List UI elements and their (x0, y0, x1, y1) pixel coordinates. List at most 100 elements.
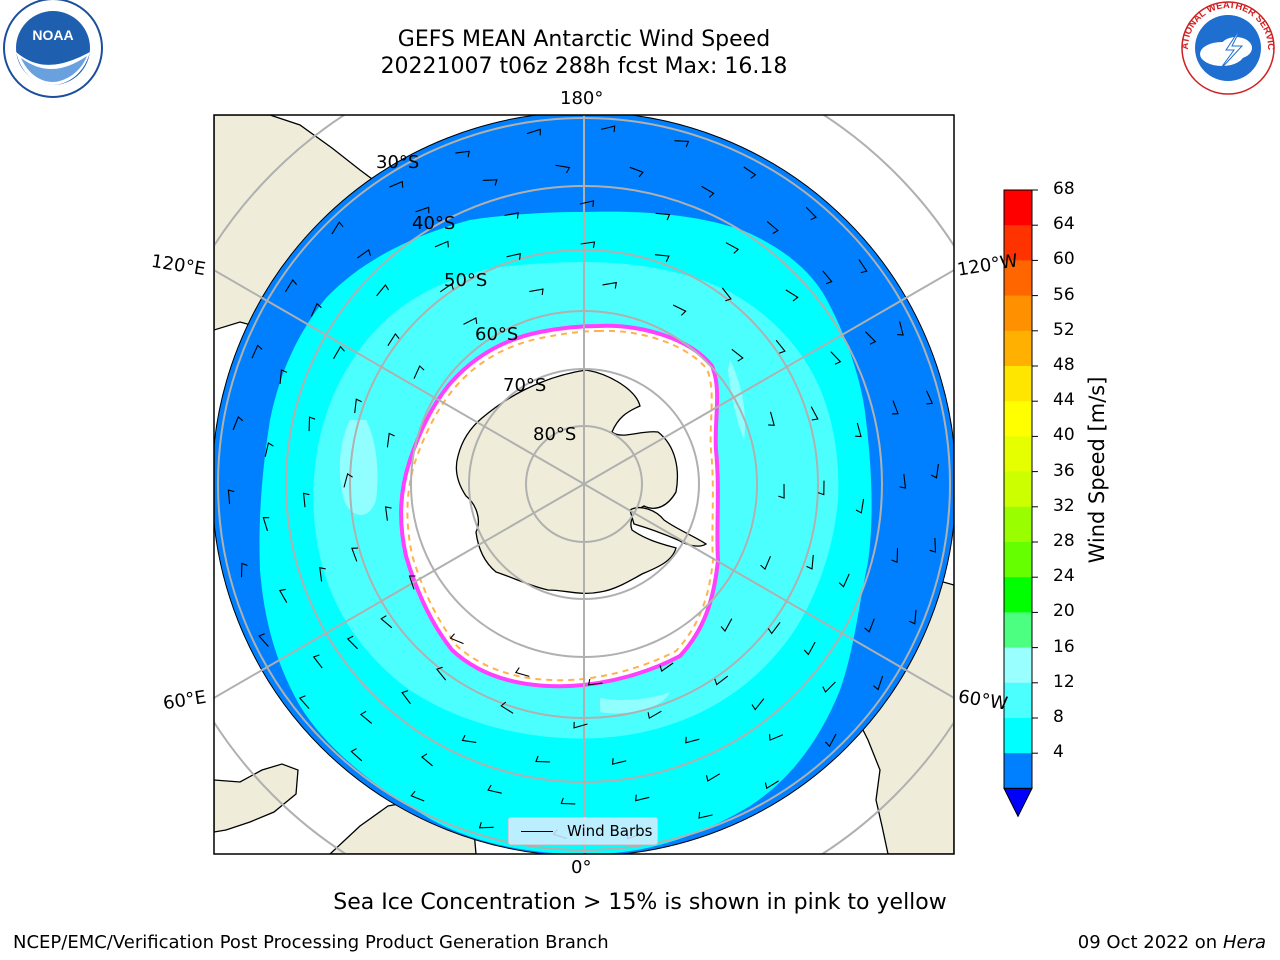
wind-barb (760, 555, 772, 571)
wind-barb (611, 758, 627, 765)
wind-barb (925, 390, 934, 405)
colorbar-tick-label: 24 (1053, 566, 1075, 587)
wind-barb (478, 821, 494, 829)
wind-barb (302, 492, 310, 508)
chart-title: GEFS MEAN Antarctic Wind Speed (397, 27, 771, 52)
wind-barb (767, 621, 781, 635)
colorbar-segment (1004, 542, 1032, 578)
colorbar-segment (1004, 506, 1032, 543)
colorbar-tick-label: 64 (1053, 214, 1075, 235)
colorbar-tick-label: 20 (1053, 601, 1075, 622)
wind-barb (449, 633, 464, 645)
colorbar-tick-label: 32 (1053, 495, 1075, 516)
wind-barb (434, 240, 449, 248)
wind-barb (487, 784, 502, 794)
wind-barb (514, 667, 530, 677)
colorbar-extend-arrow (1003, 787, 1033, 818)
wind-barb (751, 698, 765, 711)
wind-barb (284, 279, 298, 293)
colorbar (1003, 189, 1038, 818)
wind-barb (602, 281, 617, 289)
colorbar-tick-label: 52 (1053, 319, 1075, 340)
colorbar-segment (1004, 366, 1032, 402)
wind-barb (838, 573, 850, 588)
wind-barb (764, 780, 779, 790)
map-frame (213, 114, 955, 855)
wind-barb (822, 681, 836, 693)
colorbar-segment (1004, 612, 1032, 649)
wind-barb (279, 369, 288, 384)
sea-ice-caption: Sea Ice Concentration > 15% is shown in … (333, 890, 947, 915)
wind-barb (262, 517, 270, 532)
wind-barb (635, 794, 650, 802)
wind-barb (227, 489, 235, 505)
wind-barb (909, 609, 917, 625)
wind-barb (899, 474, 907, 489)
wind-barb (672, 304, 687, 316)
wind-barb (659, 662, 674, 672)
footer-date: 09 Oct 2022 on Hera (1078, 932, 1266, 953)
wind-barb (731, 348, 744, 362)
wind-barb (463, 317, 478, 325)
wind-barb (685, 736, 700, 744)
wind-barb (579, 200, 595, 207)
colorbar-frame (1003, 189, 1033, 789)
wind-barb (897, 321, 904, 336)
wind-barb (705, 773, 720, 782)
wind-barb (386, 432, 395, 448)
colorbar-tick-label: 12 (1053, 671, 1075, 692)
wind-barb (573, 721, 588, 729)
wind-barb (356, 249, 371, 259)
wind-barb (310, 302, 322, 317)
wind-barb (506, 252, 521, 260)
wind-barb (768, 411, 775, 426)
wind-barb (864, 618, 875, 633)
colorbar-segment (1004, 647, 1032, 684)
wind-barb (264, 442, 274, 457)
wind-barb (298, 695, 310, 709)
wind-barb (240, 562, 248, 578)
noaa-logo-text: NOAA (32, 27, 73, 43)
wind-barb (529, 288, 544, 296)
wind-barb (376, 284, 390, 297)
wind-barb (504, 212, 519, 219)
wind-barb (435, 666, 447, 681)
australia-land (214, 763, 299, 833)
wind-barb (408, 575, 416, 590)
wind-barb (873, 675, 884, 691)
wind-barb (410, 790, 425, 802)
longitude-gridlines (214, 115, 954, 854)
wind-barb (232, 415, 244, 431)
colorbar-tick-label: 44 (1053, 390, 1075, 411)
colorbar-segment (1004, 260, 1032, 297)
wind-barb (769, 734, 784, 741)
colorbar-segment (1004, 753, 1032, 789)
colorbar-tick-label: 8 (1053, 707, 1064, 727)
wind-barb (278, 588, 288, 603)
wind-barb (526, 128, 541, 136)
lon-label-0: 0° (571, 857, 592, 878)
wind-barb (439, 282, 454, 293)
wind-barb (600, 125, 616, 133)
noaa-logo: NOAA (3, 0, 103, 98)
colorbar-tick-label: 40 (1053, 425, 1075, 446)
wind-barb (647, 710, 662, 720)
colorbar-segment (1004, 577, 1032, 613)
colorbar-tick-label: 56 (1053, 284, 1075, 305)
wind-barb (775, 339, 786, 354)
colorbar-segment (1004, 401, 1032, 437)
wind-barb (701, 185, 715, 198)
colorbar-tick-label: 68 (1053, 179, 1075, 199)
nws-logo: NATIONAL WEATHER SERVICE (1180, 0, 1276, 95)
footer-date-text: 09 Oct 2022 on (1077, 932, 1223, 953)
wind-barb (401, 690, 411, 705)
wind-barb (333, 345, 345, 360)
wind-barb (580, 241, 596, 249)
wind-barb (766, 221, 779, 235)
sea-ice-edge (399, 323, 721, 689)
colorbar-tick-label: 48 (1053, 355, 1075, 375)
colorbar-segment (1004, 718, 1032, 754)
wind-barb (654, 254, 670, 262)
wind-barb (855, 422, 862, 438)
